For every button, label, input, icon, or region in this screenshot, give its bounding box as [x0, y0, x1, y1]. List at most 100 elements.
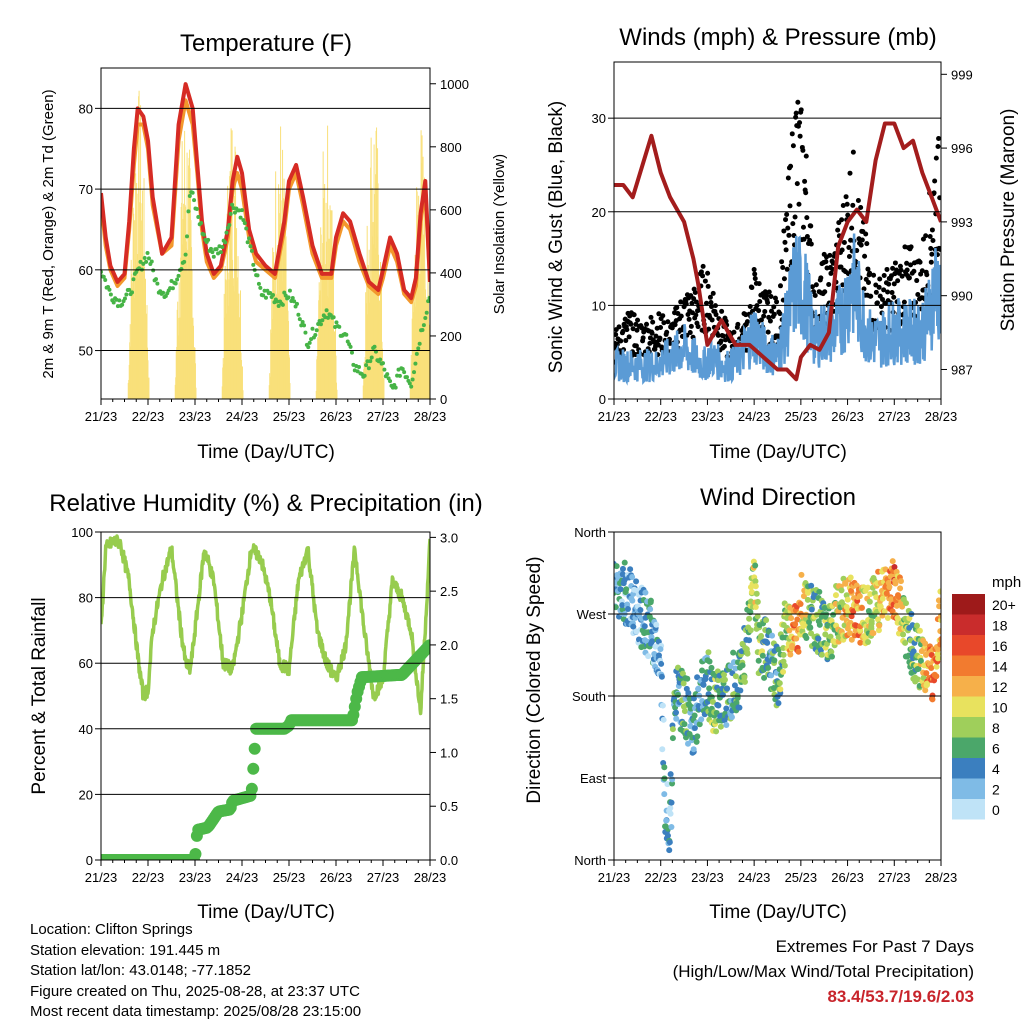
gust-point [715, 332, 721, 338]
dewpoint-point [421, 323, 426, 328]
gust-point [885, 289, 891, 295]
gust-point [932, 178, 938, 184]
x-tick-label: 22/23 [132, 409, 165, 424]
direction-point [709, 698, 716, 705]
dewpoint-point [337, 324, 342, 329]
gust-point [843, 194, 849, 200]
wind-direction-gridlines [614, 613, 941, 779]
direction-point [797, 601, 804, 608]
x-tick-label: 27/23 [878, 409, 911, 424]
direction-point [664, 832, 671, 839]
direction-point [649, 638, 656, 645]
direction-point [928, 665, 935, 672]
dewpoint-point [220, 244, 225, 249]
direction-point [937, 641, 941, 648]
gust-point [707, 294, 713, 300]
direction-point [780, 651, 787, 658]
x-tick-label: 22/23 [644, 870, 677, 885]
winds-ylabel: Sonic Wind & Gust (Blue, Black) [546, 101, 567, 373]
dewpoint-point [404, 375, 409, 380]
legend-label: 14 [992, 659, 1008, 675]
gust-point [796, 201, 802, 207]
wind-direction-xlabel: Time (Day/UTC) [709, 902, 847, 923]
gust-point [864, 241, 870, 247]
station-location: Location: Clifton Springs [30, 921, 193, 938]
direction-point [693, 738, 700, 745]
gust-point [719, 308, 725, 314]
direction-point [786, 627, 793, 634]
direction-point [661, 764, 668, 771]
dewpoint-point [400, 366, 405, 371]
precip-point [423, 639, 430, 652]
y-tick-label: 80 [79, 101, 93, 116]
winds-xlabel: Time (Day/UTC) [709, 442, 847, 463]
direction-point [659, 702, 666, 709]
y-tick-label: East [580, 771, 606, 786]
gust-point [718, 338, 724, 344]
gust-point [797, 120, 803, 126]
dewpoint-point [320, 318, 325, 323]
gust-point [908, 244, 914, 250]
direction-point [924, 680, 931, 687]
gust-point [936, 135, 941, 141]
dewpoint-point [324, 308, 329, 313]
x-tick-label: 27/23 [367, 409, 400, 424]
direction-point [721, 676, 728, 683]
direction-point [702, 676, 709, 683]
gust-point [928, 259, 934, 265]
gust-point [702, 278, 708, 284]
gust-point [897, 263, 903, 269]
direction-point [691, 725, 698, 732]
gust-point [624, 327, 630, 333]
gust-point [640, 335, 646, 341]
y-tick-label: 60 [79, 263, 93, 278]
dewpoint-point [176, 273, 181, 278]
direction-point [765, 664, 772, 671]
gust-point [771, 311, 777, 317]
direction-point [700, 681, 707, 688]
gust-point [899, 273, 905, 279]
direction-point [867, 591, 874, 598]
dewpoint-point [388, 379, 393, 384]
direction-point [669, 735, 676, 742]
direction-point [668, 799, 675, 806]
dewpoint-point [261, 293, 266, 298]
direction-point [753, 590, 760, 597]
gust-point [855, 198, 861, 204]
direction-point [746, 637, 753, 644]
gust-point [761, 313, 767, 319]
direction-point [832, 592, 839, 599]
gust-point [700, 273, 706, 279]
dewpoint-point [275, 299, 280, 304]
wind-direction-panel: Wind Direction 21/23 22/23 23/23 24/23 25/23… [524, 484, 1021, 923]
gust-point [789, 131, 795, 137]
gust-point [790, 143, 796, 149]
gust-point [688, 323, 694, 329]
legend-label: 12 [992, 679, 1008, 695]
direction-point [838, 587, 845, 594]
gust-point [661, 320, 667, 326]
direction-point [806, 619, 813, 626]
dewpoint-point [247, 236, 252, 241]
gust-point [892, 260, 898, 266]
gust-point [927, 233, 933, 239]
dewpoint-point [248, 244, 253, 249]
gust-point [839, 247, 845, 253]
gust-point [850, 149, 856, 155]
gust-point [631, 312, 637, 318]
direction-point [780, 645, 787, 652]
dewpoint-point [364, 363, 369, 368]
direction-point [658, 660, 665, 667]
dewpoint-point [300, 319, 305, 324]
x-tick-label: 26/23 [831, 409, 864, 424]
direction-point [822, 631, 829, 638]
legend-label: 18 [992, 618, 1008, 634]
direction-point [788, 615, 795, 622]
gust-point [904, 260, 910, 266]
x-tick-label: 25/23 [273, 870, 306, 885]
dewpoint-point [206, 237, 211, 242]
x-tick-label: 25/23 [785, 409, 818, 424]
direction-point [730, 649, 737, 656]
temperature-ylabel: 2m & 9m T (Red, Orange) & 2m Td (Green) [40, 89, 57, 378]
y-right-tick-label: 999 [951, 67, 973, 82]
